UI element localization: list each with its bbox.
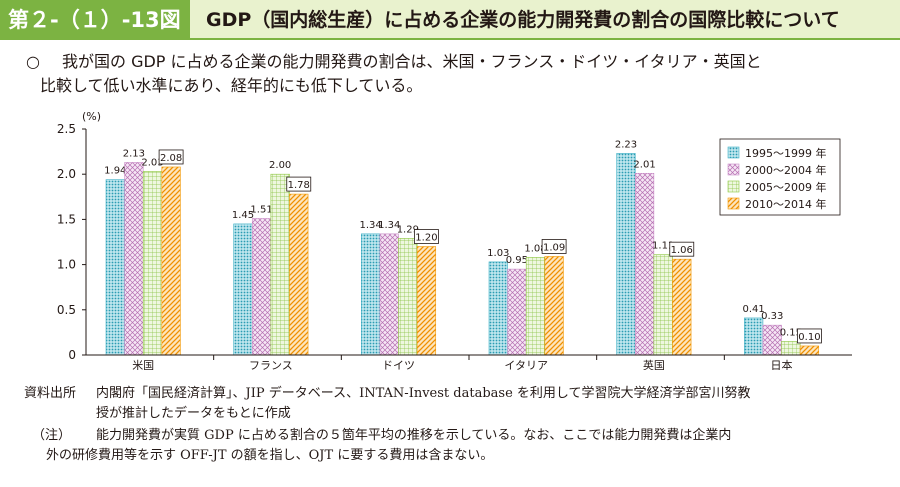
bar bbox=[379, 233, 399, 356]
bar bbox=[142, 171, 163, 356]
value-label: 2.01 bbox=[633, 159, 655, 170]
legend-label: 2000〜2004 年 bbox=[745, 163, 827, 177]
x-tick-label: ドイツ bbox=[382, 359, 415, 370]
bar bbox=[289, 193, 309, 356]
value-label: 1.29 bbox=[397, 224, 419, 235]
value-label: 1.51 bbox=[250, 204, 272, 215]
value-label: 1.20 bbox=[415, 233, 437, 244]
bar bbox=[672, 258, 692, 356]
x-tick-label: 米国 bbox=[132, 359, 154, 370]
bar bbox=[634, 172, 655, 356]
bar bbox=[744, 317, 764, 356]
value-label: 1.03 bbox=[487, 248, 509, 259]
value-label: 2.13 bbox=[123, 148, 145, 159]
value-label-box bbox=[541, 239, 567, 254]
bar bbox=[525, 257, 546, 356]
y-tick-label: 1.5 bbox=[57, 212, 76, 226]
x-tick-label: 英国 bbox=[643, 358, 665, 370]
legend-swatch bbox=[727, 146, 740, 159]
value-label: 1.45 bbox=[232, 210, 254, 221]
summary-line-2: 比較して低い水準にあり、経年的にも低下している。 bbox=[40, 76, 423, 95]
value-label: 1.94 bbox=[104, 166, 126, 177]
summary-line-1: 我が国の GDP に占める企業の能力開発費の割合は、米国・フランス・ドイツ・イタ… bbox=[62, 52, 762, 71]
bar bbox=[233, 223, 253, 356]
summary-bullet: ○ bbox=[26, 52, 40, 71]
value-label-box bbox=[414, 229, 439, 244]
bar bbox=[361, 233, 381, 356]
bar bbox=[507, 268, 527, 356]
source-line-2: 授が推計したデータをもとに作成 bbox=[96, 406, 291, 421]
bar bbox=[416, 246, 437, 356]
value-label: 0.95 bbox=[506, 255, 528, 266]
y-tick-label: 0.5 bbox=[57, 303, 76, 317]
note-line-2: 外の研修費用等を示す OFF-JT の額を指し、OJT に要する費用は含まない。 bbox=[46, 448, 494, 463]
value-label: 2.08 bbox=[160, 153, 182, 164]
legend-box bbox=[719, 138, 841, 216]
legend-swatch bbox=[727, 163, 740, 176]
bar bbox=[251, 218, 272, 356]
bar bbox=[270, 173, 290, 356]
value-label: 1.11 bbox=[652, 241, 674, 252]
bar bbox=[105, 179, 125, 356]
value-label: 1.34 bbox=[378, 220, 400, 231]
value-label: 0.10 bbox=[798, 332, 820, 343]
legend-label: 1995〜1999 年 bbox=[745, 146, 827, 160]
value-label: 1.08 bbox=[524, 243, 546, 254]
note-line-1: 能力開発費が実質 GDP に占める割合の５箇年平均の推移を示している。なお、ここ… bbox=[96, 428, 732, 443]
bar bbox=[653, 254, 673, 356]
value-label-box bbox=[797, 328, 822, 344]
x-tick-label: 日本 bbox=[771, 358, 793, 370]
legend-swatch bbox=[727, 197, 740, 210]
note-label: （注） bbox=[32, 428, 72, 443]
legend-swatch bbox=[727, 180, 740, 193]
bar bbox=[544, 256, 564, 356]
y-tick-label: 2.0 bbox=[57, 167, 76, 181]
legend-label: 2010〜2014 年 bbox=[745, 197, 827, 211]
figure-header: 第２-（１）-13図 GDP（国内総生産）に占める企業の能力開発費の割合の国際比… bbox=[0, 0, 900, 40]
value-label: 1.78 bbox=[288, 180, 310, 191]
value-label: 2.00 bbox=[269, 160, 291, 171]
x-tick-label: イタリア bbox=[504, 359, 548, 370]
source-label: 資料出所 bbox=[24, 386, 77, 401]
bar-chart: (%) 0 0.5 1.0 1.5 2.0 2.5 1.94 1.45 1.34 1.03 2.2… bbox=[57, 110, 852, 370]
value-label-box bbox=[158, 149, 184, 165]
value-label: 1.09 bbox=[543, 242, 565, 253]
bar bbox=[799, 345, 820, 356]
bar bbox=[161, 166, 181, 356]
bar bbox=[781, 341, 801, 356]
value-label-box bbox=[669, 241, 695, 257]
value-label: 0.33 bbox=[761, 311, 783, 322]
bar bbox=[616, 153, 636, 356]
value-label: 1.06 bbox=[671, 245, 693, 256]
y-tick-label: 0 bbox=[68, 348, 76, 362]
bar bbox=[124, 162, 144, 356]
legend-label: 2005〜2009 年 bbox=[745, 180, 827, 194]
value-label: 1.34 bbox=[360, 220, 382, 231]
bar bbox=[398, 238, 418, 356]
source-line-1: 内閣府「国民経済計算」、JIP データベース、INTAN-Invest data… bbox=[96, 386, 751, 401]
value-label: 0.15 bbox=[780, 327, 802, 338]
y-axis-unit: (%) bbox=[82, 110, 101, 123]
figure-number: 第２-（１）-13図 bbox=[0, 0, 190, 40]
figure-title: GDP（国内総生産）に占める企業の能力開発費の割合の国際比較について bbox=[206, 9, 840, 31]
y-tick-label: 2.5 bbox=[57, 122, 76, 136]
value-label: 2.03 bbox=[141, 157, 163, 168]
y-tick-label: 1.0 bbox=[57, 258, 76, 272]
x-tick-label: フランス bbox=[249, 359, 293, 370]
bar bbox=[488, 261, 508, 356]
value-label: 2.23 bbox=[615, 139, 637, 150]
value-label: 0.41 bbox=[743, 304, 765, 315]
value-label-box bbox=[286, 176, 312, 192]
